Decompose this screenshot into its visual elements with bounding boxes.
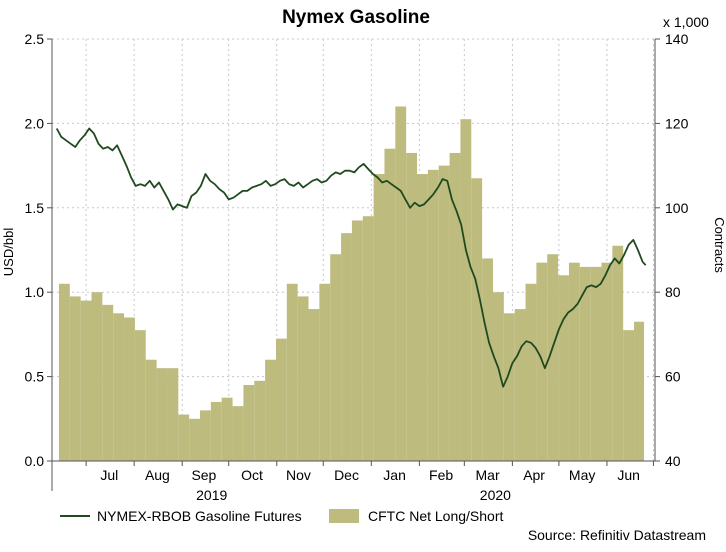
bar-cftc [612,245,624,461]
right-tick-label: 60 [665,369,681,385]
bar-cftc [243,385,255,461]
x-tick-label: May [569,467,595,483]
bar-cftc [69,296,81,461]
bar-cftc [156,368,168,461]
left-tick-label: 2.5 [25,31,45,47]
x-tick-label: Jun [617,467,640,483]
bar-cftc [200,410,211,461]
bar-cftc [330,254,342,461]
x-tick-label: Aug [145,467,170,483]
source-note: Source: Refinitiv Datastream [528,527,706,543]
bar-cftc [275,338,287,461]
bar-cftc [265,359,276,461]
left-tick-label: 1.5 [25,200,45,216]
bar-cftc [547,254,559,461]
bar-cftc [634,321,645,461]
bar-cftc [590,266,602,461]
bar-cftc [145,359,157,461]
left-tick-label: 1.0 [25,284,45,300]
bar-cftc [579,266,591,461]
bar-cftc [319,283,331,461]
bar-cftc [210,401,222,461]
bar-cftc [362,216,374,461]
bar-cftc [558,275,569,461]
bar-cftc [113,313,125,461]
left-tick-label: 0.0 [25,453,45,469]
right-tick-label: 40 [665,453,681,469]
bar-cftc [406,152,418,461]
x-tick-label: Jul [100,467,118,483]
bar-cftc [286,283,298,461]
left-tick-label: 2.0 [25,115,45,131]
x-year-label: 2020 [480,487,511,503]
x-year-label: 2019 [196,487,227,503]
bar-cftc [91,292,103,461]
right-tick-label: 140 [665,31,689,47]
bar-cftc [384,148,396,461]
bar-cftc [438,165,450,461]
bar-cftc [525,283,537,461]
tick-labels: 0.0 0.5 1.0 1.5 2.0 2.5 40 60 80 100 120 140 Jul Aug S… [25,31,689,503]
bar-cftc [492,292,504,461]
legend-label-cftc: CFTC Net Long/Short [368,508,503,524]
bar-cftc [221,397,233,461]
bar-cftc [178,414,190,461]
bar-series-cftc [58,106,645,462]
x-tick-label: Sep [191,467,216,483]
right-axis-label: Contracts [712,217,726,273]
x-tick-label: Mar [476,467,500,483]
line-rbob [55,127,647,388]
bar-cftc [297,296,309,461]
bar-cftc [102,304,114,461]
bar-cftc [568,262,580,461]
bar-cftc [601,262,613,461]
x-tick-label: Nov [286,467,311,483]
bar-cftc [124,317,135,461]
bar-cftc [623,330,635,461]
bar-cftc [514,309,526,461]
bar-cftc [254,380,266,461]
right-tick-label: 120 [665,115,689,131]
bar-cftc [417,174,428,462]
x-tick-label: Dec [334,467,359,483]
bar-cftc [373,174,385,462]
bar-cftc [449,152,461,461]
bar-cftc [58,283,70,461]
legend-label-rbob: NYMEX-RBOB Gasoline Futures [97,508,302,524]
right-tick-label: 80 [665,284,681,300]
bar-cftc [134,330,146,461]
left-tick-label: 0.5 [25,369,45,385]
bar-cftc [341,233,352,461]
bar-cftc [351,220,363,461]
chart-title: Nymex Gasoline [282,7,430,28]
line-series-rbob [55,127,647,388]
bar-cftc [189,418,201,461]
bar-cftc [395,106,407,462]
bar-cftc [80,300,92,461]
legend: NYMEX-RBOB Gasoline Futures CFTC Net Lon… [60,508,503,524]
x-tick-label: Oct [241,467,263,483]
bar-cftc [503,313,515,461]
legend-bar-swatch [329,509,359,523]
right-tick-label: 100 [665,200,689,216]
axes [47,38,660,491]
bar-cftc [308,309,320,461]
x-tick-label: Feb [429,467,453,483]
bar-cftc [460,119,472,462]
bar-cftc [471,178,483,461]
x-tick-label: Apr [523,467,545,483]
bar-cftc [427,169,439,461]
bar-cftc [232,406,244,461]
right-axis-multiplier-label: x 1,000 [663,14,709,30]
left-axis-label: USD/bbl [1,228,16,277]
bar-cftc [167,368,179,461]
x-tick-label: Jan [383,467,406,483]
bar-cftc [482,258,493,461]
